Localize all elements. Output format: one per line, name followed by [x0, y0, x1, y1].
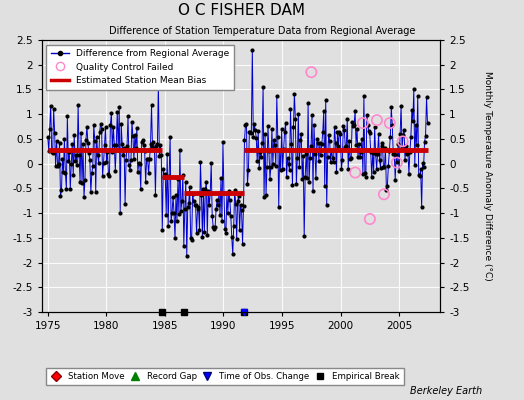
- Text: Berkeley Earth: Berkeley Earth: [410, 386, 482, 396]
- Legend: Station Move, Record Gap, Time of Obs. Change, Empirical Break: Station Move, Record Gap, Time of Obs. C…: [46, 368, 404, 385]
- Point: [366, 216, 374, 222]
- Point: [392, 160, 401, 166]
- Point: [386, 120, 394, 126]
- Text: Difference of Station Temperature Data from Regional Average: Difference of Station Temperature Data f…: [109, 26, 415, 36]
- Point: [307, 69, 315, 75]
- Y-axis label: Monthly Temperature Anomaly Difference (°C): Monthly Temperature Anomaly Difference (…: [484, 71, 493, 281]
- Title: O C FISHER DAM: O C FISHER DAM: [178, 3, 304, 18]
- Point: [398, 138, 407, 144]
- Point: [380, 191, 388, 198]
- Point: [358, 120, 367, 126]
- Point: [373, 117, 381, 123]
- Point: [351, 169, 359, 176]
